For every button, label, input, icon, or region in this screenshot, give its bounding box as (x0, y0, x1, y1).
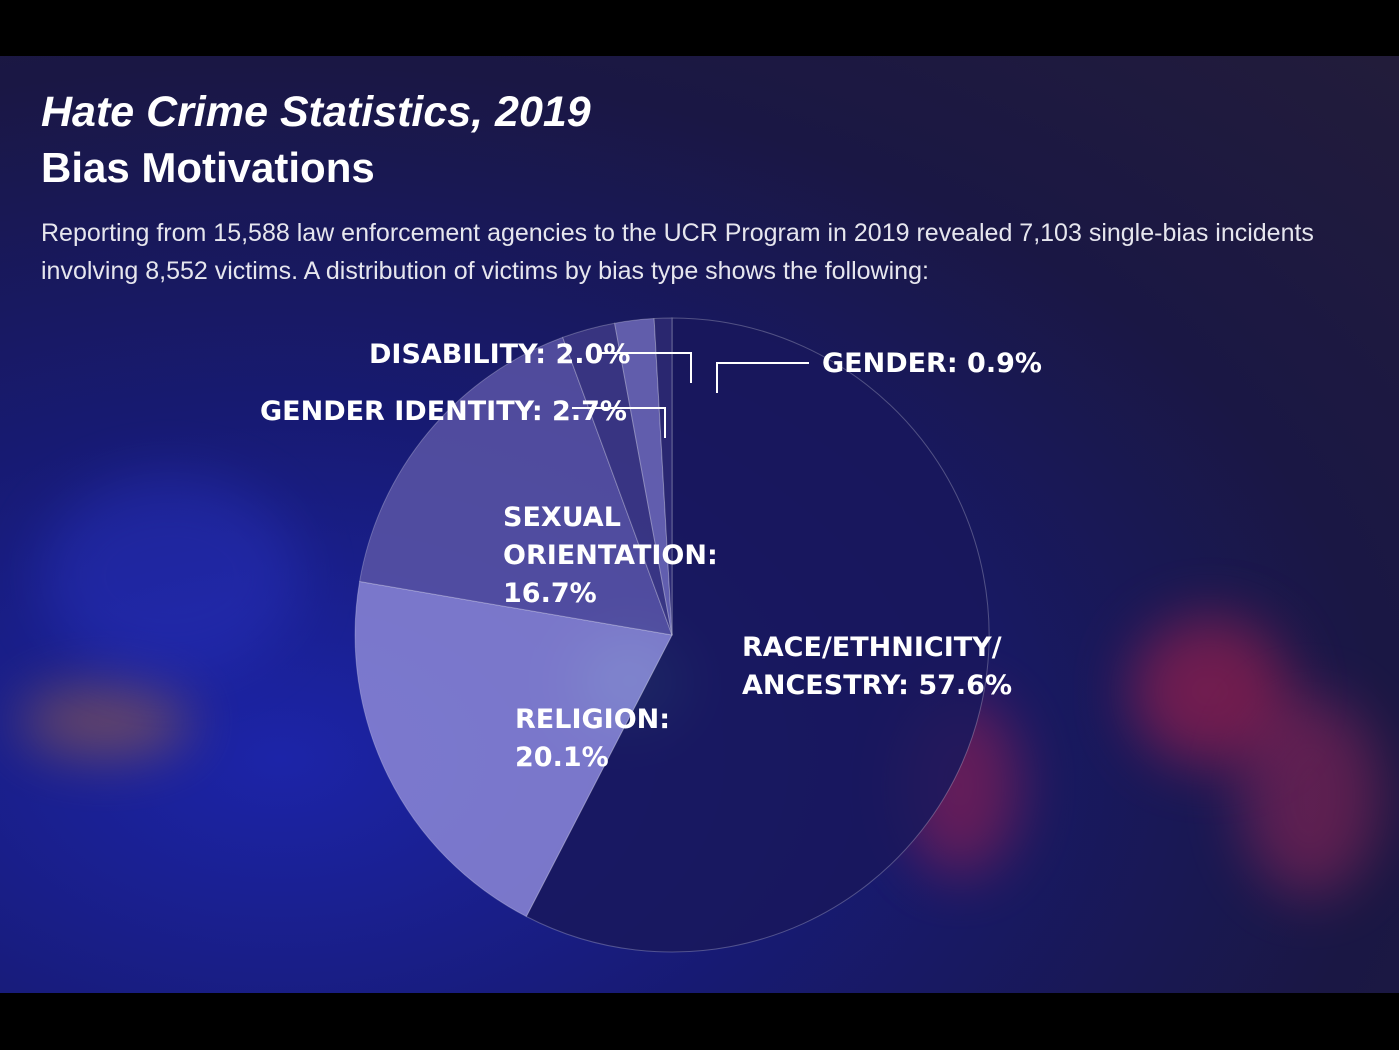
slice-label-disability: DISABILITY: 2.0% (369, 339, 630, 370)
slice-label-line: RACE/ETHNICITY/ (742, 632, 1002, 663)
pie-slice-disability (614, 317, 673, 636)
slice-label-line: SEXUAL (503, 502, 621, 533)
pie-slices (354, 317, 990, 953)
pie-chart: RACE/ETHNICITY/ANCESTRY: 57.6% RELIGION: 2… (260, 317, 1042, 953)
slice-label-line: 20.1% (515, 742, 609, 773)
leader-line-disability (597, 352, 692, 383)
background-light-red (1130, 616, 1290, 766)
background-light-pink (1240, 696, 1380, 896)
slice-label-line: ORIENTATION: (503, 540, 718, 571)
leader-line-gender-identity (572, 407, 666, 438)
slice-label-line: RELIGION: (515, 704, 670, 735)
pie-slice-race-ethnicity-ancestry (525, 317, 990, 953)
letterbox-top (0, 0, 1399, 56)
leader-line-gender (716, 362, 809, 393)
slice-label-line: GENDER IDENTITY: 2.7% (260, 396, 627, 427)
pie-slice-gender (653, 317, 673, 636)
chart-title: Hate Crime Statistics, 2019 (41, 88, 591, 136)
leader-lines (572, 352, 809, 438)
pie-labels: RACE/ETHNICITY/ANCESTRY: 57.6% RELIGION: 2… (260, 339, 1042, 773)
slice-label-race-ethnicity-ancestry: RACE/ETHNICITY/ANCESTRY: 57.6% (742, 632, 1012, 701)
pie-slice-religion (354, 580, 673, 918)
slice-label-line: GENDER: 0.9% (822, 348, 1042, 379)
slice-label-religion: RELIGION: 20.1% (515, 704, 670, 773)
slice-label-gender-identity: GENDER IDENTITY: 2.7% (260, 396, 627, 427)
slice-label-sexual-orientation: SEXUAL ORIENTATION: 16.7% (503, 502, 718, 609)
slice-label-gender: GENDER: 0.9% (822, 348, 1042, 379)
chart-description: Reporting from 15,588 law enforcement ag… (41, 219, 1314, 285)
pie-slice-sexual-orientation (359, 336, 673, 636)
background-light-orange (20, 686, 190, 756)
background-light-blue (40, 476, 300, 676)
letterbox-bottom (0, 993, 1399, 1050)
slice-label-line: ANCESTRY: 57.6% (742, 670, 1012, 701)
slice-label-line: 16.7% (503, 578, 597, 609)
slide: Hate Crime Statistics, 2019 Bias Motivat… (0, 56, 1399, 993)
chart-subtitle: Bias Motivations (41, 144, 375, 191)
slice-label-line: DISABILITY: 2.0% (369, 339, 630, 370)
pie-slice-gender-identity (562, 322, 673, 636)
